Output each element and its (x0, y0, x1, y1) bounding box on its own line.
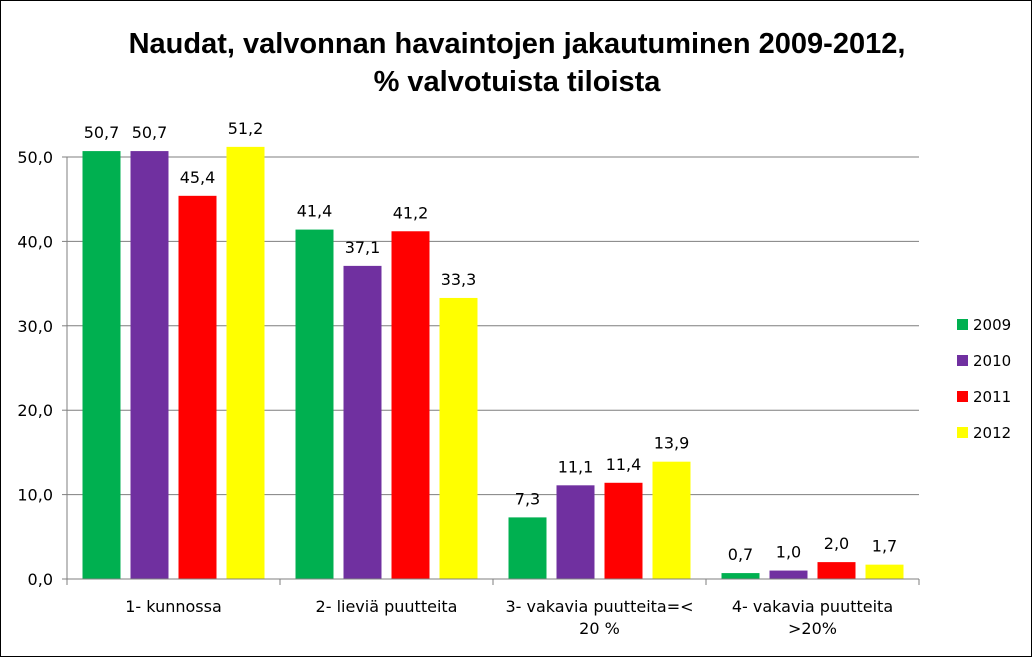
bar-2010 (343, 265, 382, 579)
category-label: 4- vakavia puutteita (732, 597, 893, 616)
y-tick-label: 30,0 (17, 317, 53, 336)
bar-2011 (391, 231, 430, 579)
data-label: 50,7 (84, 123, 120, 142)
y-tick-label: 10,0 (17, 486, 53, 505)
data-label: 45,4 (180, 168, 216, 187)
category-label: 1- kunnossa (125, 597, 222, 616)
data-label: 11,4 (606, 455, 642, 474)
data-label: 11,1 (558, 457, 594, 476)
bar-2011 (604, 482, 643, 579)
y-tick-label: 0,0 (28, 570, 53, 589)
category-label: >20% (788, 619, 837, 638)
legend-label: 2011 (973, 388, 1011, 406)
bar-2010 (130, 151, 169, 580)
chart-title-line-1: Naudat, valvonnan havaintojen jakautumin… (129, 28, 906, 60)
data-label: 1,7 (872, 537, 897, 556)
bar-2009 (82, 151, 121, 580)
legend-label: 2009 (973, 316, 1011, 334)
bar-2012 (439, 297, 478, 579)
data-label: 13,9 (654, 434, 690, 453)
y-tick-label: 40,0 (17, 232, 53, 251)
data-label: 50,7 (132, 123, 168, 142)
category-label: 20 % (579, 619, 620, 638)
legend-swatch-2011 (957, 391, 968, 402)
bar-2009 (508, 517, 547, 579)
x-axis: 1- kunnossa 2- lieviä puutteita 3- vakavia… (66, 578, 920, 638)
y-tick-label: 20,0 (17, 401, 53, 420)
data-label: 2,0 (824, 534, 849, 553)
bars: 50,7 41,4 7,3 0,7 50,7 37,1 11,1 1,0 45,4 41,2 11,… (82, 119, 904, 580)
legend-label: 2012 (973, 424, 1011, 442)
bar-2012 (652, 461, 691, 579)
bar-2012 (226, 146, 265, 579)
bar-2010 (556, 485, 595, 579)
bar-2011 (178, 195, 217, 579)
y-tick-label: 50,0 (17, 148, 53, 167)
data-label: 0,7 (728, 545, 753, 564)
data-label: 7,3 (515, 489, 540, 508)
data-label: 37,1 (345, 238, 381, 257)
y-axis: 0,0 10,0 20,0 30,0 40,0 50,0 (17, 148, 68, 589)
chart-title-line-2: % valvotuista tiloista (374, 66, 662, 98)
bar-2012 (865, 564, 904, 579)
legend-swatch-2010 (957, 355, 968, 366)
data-label: 1,0 (776, 543, 801, 562)
data-label: 41,4 (297, 202, 333, 221)
legend: 2009 2010 2011 2012 (957, 316, 1011, 442)
legend-label: 2010 (973, 352, 1011, 370)
category-label: 3- vakavia puutteita=< (505, 597, 693, 616)
bar-2009 (721, 573, 760, 579)
category-label: 2- lieviä puutteita (316, 597, 458, 616)
data-label: 41,2 (393, 203, 429, 222)
data-label: 33,3 (441, 270, 477, 289)
bar-2009 (295, 229, 334, 580)
data-label: 51,2 (228, 119, 264, 138)
legend-swatch-2009 (957, 319, 968, 330)
bar-2010 (769, 570, 808, 579)
legend-swatch-2012 (957, 427, 968, 438)
bar-2011 (817, 562, 856, 579)
